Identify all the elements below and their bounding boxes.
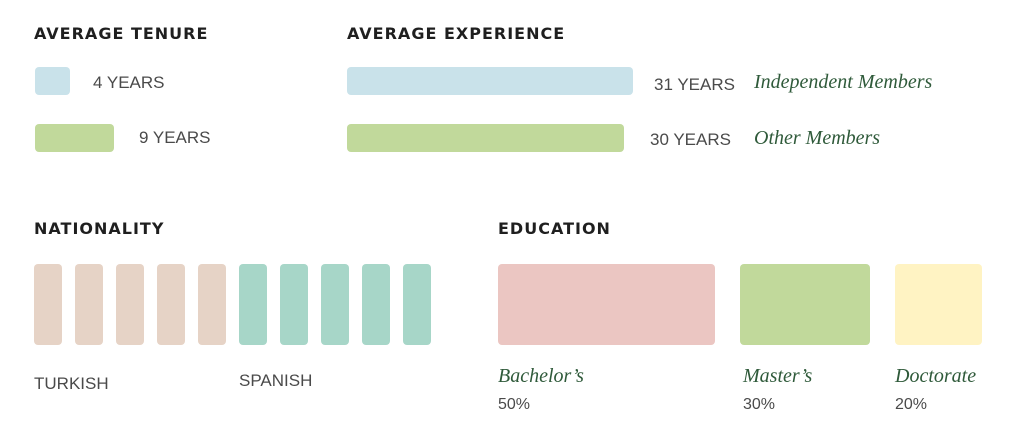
education-value-doctorate: 20% — [895, 396, 928, 413]
experience-bar-independent — [347, 67, 633, 95]
nationality-box-turkish — [157, 264, 185, 345]
education-label-bachelors: Bachelor’s — [498, 365, 584, 387]
education-label-masters: Master’s — [743, 365, 813, 387]
nationality-box-spanish — [403, 264, 431, 345]
experience-value-independent: 31 YEARS — [654, 75, 735, 94]
legend-other-members: Other Members — [754, 127, 881, 149]
nationality-box-turkish — [75, 264, 103, 345]
education-bar-bachelors — [498, 264, 715, 345]
education-bar-doctorate — [895, 264, 982, 345]
tenure-value-other: 9 YEARS — [139, 128, 211, 147]
tenure-bar-other — [35, 124, 114, 152]
education-bar-masters — [740, 264, 870, 345]
nationality-box-spanish — [362, 264, 390, 345]
education-title: EDUCATION — [498, 219, 611, 238]
nationality-box-turkish — [198, 264, 226, 345]
nationality-box-spanish — [280, 264, 308, 345]
nationality-title: NATIONALITY — [34, 219, 165, 238]
tenure-value-independent: 4 YEARS — [93, 73, 165, 92]
tenure-title: AVERAGE TENURE — [34, 24, 209, 43]
tenure-bar-independent — [35, 67, 70, 95]
nationality-box-spanish — [239, 264, 267, 345]
education-value-bachelors: 50% — [498, 396, 531, 413]
nationality-box-spanish — [321, 264, 349, 345]
legend-independent-members: Independent Members — [754, 71, 933, 93]
experience-title: AVERAGE EXPERIENCE — [347, 24, 566, 43]
experience-bar-other — [347, 124, 624, 152]
education-value-masters: 30% — [743, 396, 776, 413]
nationality-box-turkish — [34, 264, 62, 345]
education-label-doctorate: Doctorate — [895, 365, 977, 387]
nationality-label-turkish: TURKISH — [34, 374, 109, 393]
nationality-box-turkish — [116, 264, 144, 345]
experience-value-other: 30 YEARS — [650, 130, 731, 149]
nationality-label-spanish: SPANISH — [239, 371, 313, 390]
